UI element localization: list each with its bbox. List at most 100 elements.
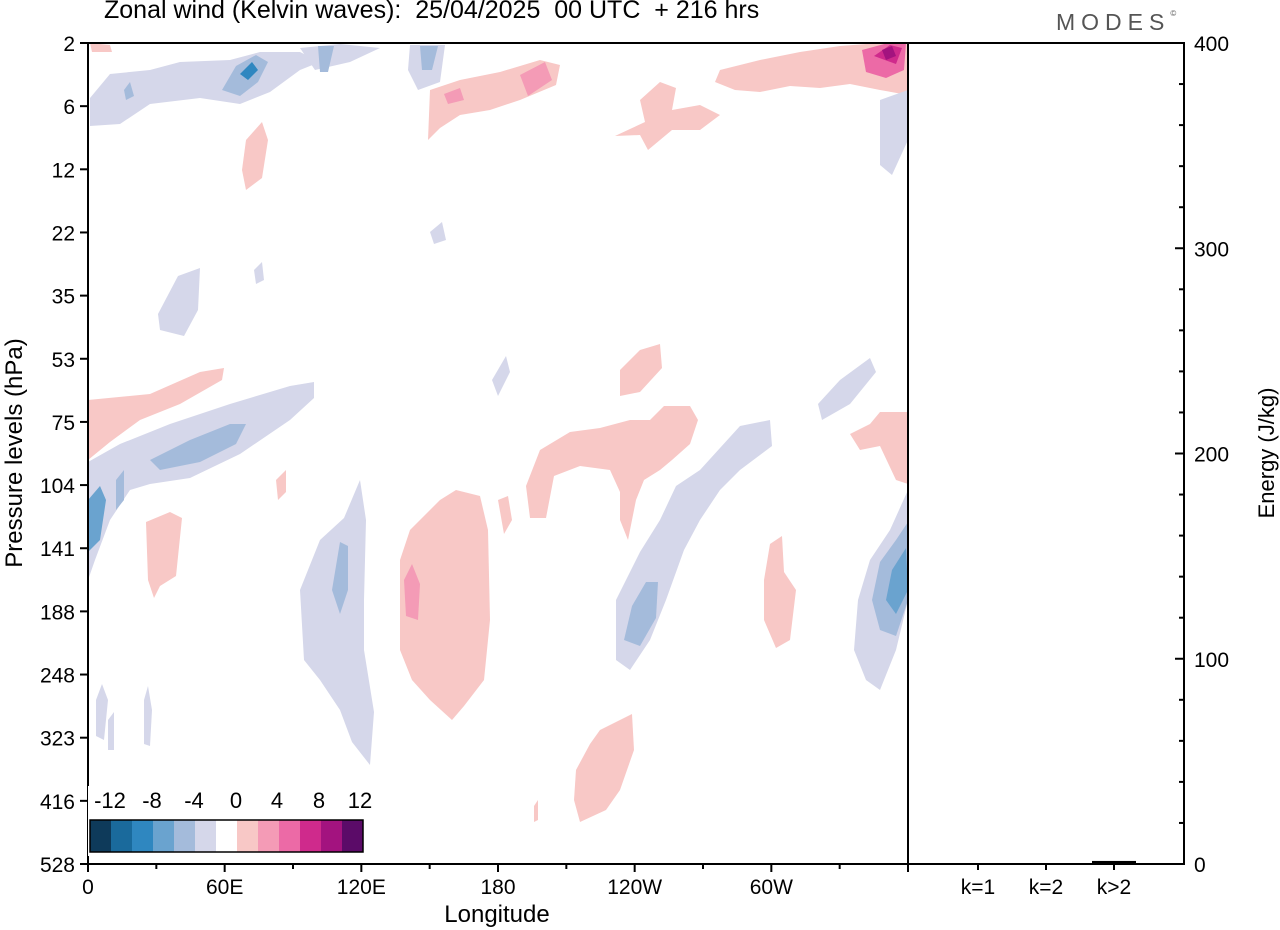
- energy-axis: 0 100 200 300 400: [1175, 33, 1229, 877]
- contour-pos-4: [764, 536, 796, 648]
- contour-neg-6: [150, 424, 246, 470]
- colorbar-swatch: [153, 820, 174, 852]
- longitude-axis: 0 60E 120E 180 120W 60W: [82, 864, 909, 899]
- contour-pos-4: [534, 800, 538, 822]
- contour-pos-4: [90, 43, 112, 52]
- contour-neg-6: [624, 582, 658, 646]
- colorbar-swatch: [342, 820, 363, 852]
- colorbar-label: -4: [184, 788, 204, 813]
- pressure-axis: 2 6 12 22 35 53 75 104 141 188 248 323 416 528: [40, 33, 88, 877]
- colorbar-swatch: [300, 820, 321, 852]
- energy-tick-label: 0: [1194, 854, 1206, 877]
- energy-bar: [1024, 863, 1068, 864]
- colorbar-frame: [89, 819, 364, 853]
- energy-cat-label: k=1: [961, 876, 995, 899]
- energy-frame: [907, 42, 1185, 865]
- contour-pos-4: [88, 368, 224, 460]
- energy-bars: k=1 k=2 k>2: [956, 860, 1136, 899]
- contour-neg-4: [430, 222, 446, 244]
- contour-pos-4: [276, 470, 286, 500]
- energy-tick-label: 100: [1194, 649, 1229, 672]
- contour-pos-6: [444, 88, 464, 104]
- contour-pos-4: [850, 412, 908, 484]
- contour-neg-4: [300, 480, 374, 765]
- contour-pos-4: [574, 714, 634, 822]
- contour-neg-4: [818, 358, 876, 420]
- contour-pos-6: [520, 62, 552, 96]
- contour-neg-4: [88, 382, 314, 580]
- colorbar-label: 4: [271, 788, 283, 813]
- contour-neg-4: [96, 684, 108, 740]
- contour-neg-4: [300, 44, 380, 70]
- energy-bar: [1092, 860, 1136, 864]
- energy-axis-label: Energy (J/kg): [1254, 388, 1279, 519]
- contour-pos-4: [400, 490, 490, 720]
- contour-neg-4: [108, 712, 114, 750]
- colorbar-swatch: [132, 820, 153, 852]
- y-tick-label: 22: [52, 222, 75, 245]
- contour-pos-4: [498, 496, 512, 534]
- x-axis-label: Longitude: [444, 901, 549, 928]
- y-tick-label: 12: [52, 159, 75, 182]
- y-tick-label: 141: [40, 538, 75, 561]
- y-tick-label: 6: [63, 96, 75, 119]
- energy-cat-label: k>2: [1097, 876, 1131, 899]
- colorbar-swatch: [216, 820, 237, 852]
- contour-pos-4: [620, 344, 662, 396]
- y-tick-label: 2: [63, 33, 75, 56]
- contour-neg-6: [124, 82, 134, 100]
- contour-neg-10: [240, 62, 258, 80]
- colorbar-swatch: [90, 820, 111, 852]
- modes-logo: MODES©: [1056, 9, 1176, 36]
- y-tick-label: 104: [40, 475, 75, 498]
- contour-pos-4: [146, 512, 182, 598]
- heatmap-plot: [88, 43, 908, 822]
- y-tick-label: 528: [40, 854, 75, 877]
- colorbar-label: 12: [348, 788, 372, 813]
- x-tick-label: 60W: [750, 876, 793, 899]
- y-tick-label: 248: [40, 665, 75, 688]
- colorbar-swatch: [195, 820, 216, 852]
- contour-neg-4: [90, 52, 320, 126]
- contour-pos-4: [615, 82, 720, 150]
- contour-pos-4: [242, 122, 268, 190]
- contour-neg-8: [886, 548, 908, 614]
- colorbar-label: -8: [142, 788, 162, 813]
- contour-pos-6: [404, 564, 420, 620]
- contour-neg-6: [420, 46, 438, 70]
- colorbar-label: -12: [94, 788, 126, 813]
- energy-bar: [956, 863, 1000, 864]
- y-tick-label: 75: [52, 412, 75, 435]
- energy-cat-label: k=2: [1029, 876, 1063, 899]
- contour-neg-4: [144, 686, 152, 746]
- energy-tick-label: 400: [1194, 33, 1229, 56]
- colorbar-label: 8: [313, 788, 325, 813]
- y-tick-label: 188: [40, 601, 75, 624]
- colorbar-swatch: [321, 820, 342, 852]
- contour-neg-4: [158, 268, 200, 336]
- energy-tick-label: 200: [1194, 444, 1229, 467]
- y-tick-label: 323: [40, 728, 75, 751]
- y-tick-label: 416: [40, 791, 75, 814]
- colorbar-swatch: [111, 820, 132, 852]
- x-tick-label: 180: [480, 876, 515, 899]
- chart-title: Zonal wind (Kelvin waves): 25/04/2025 00…: [104, 0, 760, 24]
- x-tick-label: 120E: [337, 876, 386, 899]
- y-axis-label: Pressure levels (hPa): [1, 338, 28, 567]
- contour-neg-6: [116, 470, 124, 510]
- contour-pos-4: [526, 406, 698, 540]
- colorbar-label: 0: [230, 788, 242, 813]
- logo-text: MODES: [1056, 9, 1171, 35]
- contour-pos-4: [715, 43, 908, 95]
- y-tick-label: 53: [52, 349, 75, 372]
- contour-neg-6: [332, 542, 348, 614]
- colorbar-swatch: [174, 820, 195, 852]
- colorbar-swatch: [279, 820, 300, 852]
- contour-neg-4: [492, 356, 510, 396]
- colorbar: -12 -8 -4 0 4 8 12: [88, 786, 372, 856]
- colorbar-swatch: [237, 820, 258, 852]
- x-tick-label: 0: [82, 876, 94, 899]
- contour-pos-12: [882, 46, 896, 60]
- contour-neg-4: [880, 90, 908, 175]
